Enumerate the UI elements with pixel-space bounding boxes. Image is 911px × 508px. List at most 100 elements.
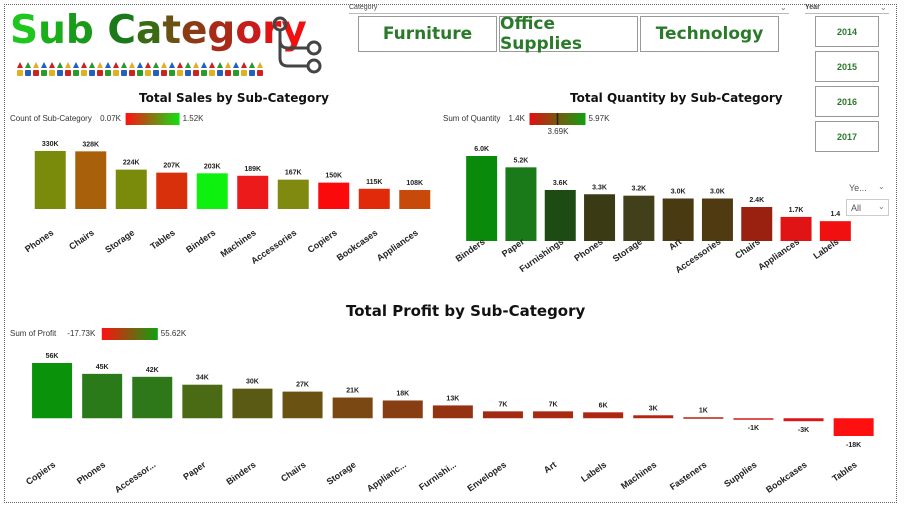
tree-structure-icon (272, 16, 322, 74)
bar[interactable] (34, 151, 66, 209)
deco-square (81, 70, 87, 76)
data-label: 115K (366, 179, 382, 186)
bar[interactable] (633, 415, 674, 419)
bar-chart-1: 6.0KBinders5.2KPaper3.6KFurnishings3.3KP… (443, 113, 851, 275)
bar[interactable] (683, 417, 724, 419)
data-label: -18K (846, 442, 861, 449)
deco-triangle (49, 62, 55, 68)
data-label: 30K (246, 379, 259, 386)
bar[interactable] (482, 411, 523, 419)
bar[interactable] (282, 391, 323, 419)
chevron-down-icon[interactable]: ⌄ (780, 3, 787, 12)
bar[interactable] (32, 363, 73, 419)
deco-triangle (161, 62, 167, 68)
deco-square (145, 70, 151, 76)
tick-label: Furnishings (517, 236, 565, 274)
title-letter: S (10, 8, 39, 53)
bar[interactable] (533, 411, 574, 419)
bar[interactable] (82, 373, 123, 419)
data-label: 224K (123, 160, 140, 167)
category-slicer-divider (349, 13, 789, 14)
tick-label: Labels (579, 459, 608, 484)
tick-label: Phones (23, 227, 55, 254)
bar[interactable] (783, 418, 824, 422)
bar[interactable] (662, 198, 694, 242)
data-label: 18K (396, 390, 409, 397)
deco-triangle (201, 62, 207, 68)
deco-triangle (137, 62, 143, 68)
deco-triangle (17, 62, 23, 68)
bar[interactable] (466, 156, 498, 241)
tick-label: Binders (224, 459, 257, 486)
category-button-office-supplies[interactable]: Office Supplies (499, 14, 638, 54)
chevron-down-icon[interactable]: ⌄ (878, 182, 885, 191)
side-dropdown[interactable]: All ⌄ (846, 199, 889, 216)
bar[interactable] (819, 221, 851, 241)
deco-triangle (241, 62, 247, 68)
bar[interactable] (780, 216, 812, 241)
data-label: 108K (406, 180, 423, 187)
bar[interactable] (701, 198, 733, 242)
deco-square (97, 70, 103, 76)
chevron-down-icon[interactable]: ⌄ (880, 3, 887, 12)
bar[interactable] (156, 172, 188, 209)
data-label: 6.0K (474, 146, 489, 153)
deco-triangle (249, 62, 255, 68)
year-button-2016[interactable]: 2016 (815, 86, 879, 117)
tick-label: Bookcases (764, 459, 809, 494)
bar[interactable] (318, 182, 350, 209)
category-button-technology[interactable]: Technology (640, 16, 779, 52)
deco-square (17, 70, 23, 76)
category-button-furniture[interactable]: Furniture (358, 16, 497, 52)
tick-label: Chairs (279, 459, 308, 483)
deco-triangle (217, 62, 223, 68)
data-label: 3.6K (553, 180, 568, 187)
deco-triangle (81, 62, 87, 68)
legend-min: -17.73K (67, 329, 96, 338)
bar[interactable] (382, 400, 423, 419)
data-label: 27K (296, 382, 309, 389)
deco-square (233, 70, 239, 76)
side-slicer-label: Ye... (849, 183, 867, 193)
year-slicer-label: Year (805, 4, 820, 11)
bar[interactable] (432, 405, 473, 419)
bar[interactable] (741, 207, 773, 241)
bar[interactable] (196, 173, 228, 209)
bar[interactable] (583, 412, 624, 419)
bar[interactable] (399, 190, 431, 209)
tick-label: Phones (75, 459, 107, 486)
bar[interactable] (505, 167, 537, 241)
bar[interactable] (232, 388, 273, 419)
bar[interactable] (115, 169, 147, 209)
deco-square (225, 70, 231, 76)
data-label: 328K (82, 141, 99, 148)
deco-triangle (73, 62, 79, 68)
bar[interactable] (332, 397, 373, 419)
bar[interactable] (132, 376, 173, 419)
data-label: 1.4 (830, 211, 840, 218)
year-button-2017[interactable]: 2017 (815, 121, 879, 152)
year-button-2015[interactable]: 2015 (815, 51, 879, 82)
bar[interactable] (544, 190, 576, 241)
bar-chart-0: 330K Phones 328K Chairs 224K Storage 207K Table… (10, 113, 431, 266)
bar[interactable] (833, 418, 874, 436)
bar[interactable] (733, 418, 774, 420)
bar[interactable] (623, 195, 655, 241)
year-button-2014[interactable]: 2014 (815, 16, 879, 47)
tick-label: Machines (219, 227, 258, 259)
bar[interactable] (182, 384, 223, 419)
bar[interactable] (358, 188, 390, 209)
deco-square (249, 70, 255, 76)
legend-gradient (125, 113, 180, 125)
legend-label: Count of Sub-Category (10, 114, 92, 123)
bar[interactable] (584, 194, 616, 241)
data-label: 330K (42, 141, 59, 148)
deco-triangle (121, 62, 127, 68)
bar[interactable] (277, 179, 309, 209)
tick-label: Accessor... (113, 459, 158, 494)
bar[interactable] (237, 175, 269, 209)
profit-chart-title: Total Profit by Sub-Category (346, 302, 586, 320)
quantity-chart-title: Total Quantity by Sub-Category (570, 91, 783, 105)
deco-square (177, 70, 183, 76)
bar[interactable] (75, 151, 107, 209)
